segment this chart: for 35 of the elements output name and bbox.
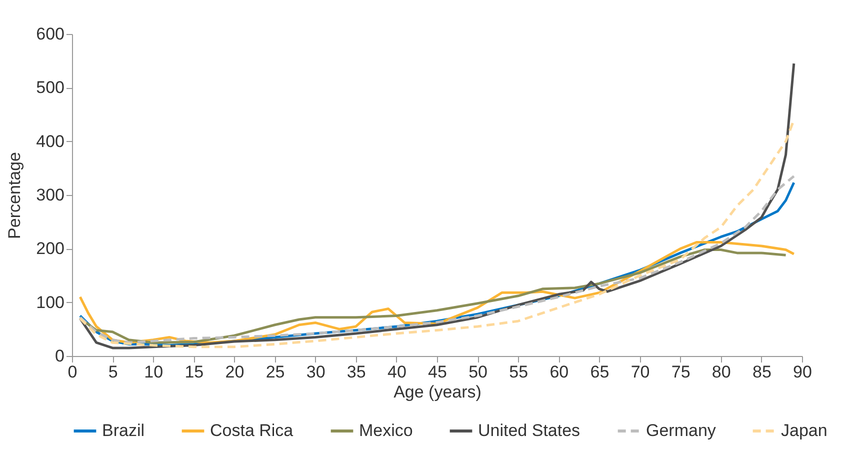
x-tick-label: 55 [509,362,528,382]
legend-label: Germany [646,421,716,440]
x-tick-label: 30 [306,362,326,382]
x-tick-label: 35 [346,362,366,382]
y-tick-label: 500 [36,78,64,98]
x-tick-label: 90 [793,362,812,382]
y-tick-label: 300 [36,186,64,204]
x-tick-label: 85 [752,362,772,382]
legend-label: Costa Rica [210,421,294,440]
y-tick-label: 400 [36,132,64,151]
y-axis-title: Percentage [5,152,24,239]
x-tick-label: 0 [68,362,78,382]
legend-label: Brazil [102,421,145,440]
x-tick-label: 10 [144,362,164,382]
legend-label: Japan [781,421,828,440]
x-axis-title: Age (years) [394,382,482,402]
y-tick-label: 100 [36,292,64,312]
x-tick-label: 20 [225,362,244,382]
x-tick-label: 15 [184,362,204,382]
line-series [78,62,796,350]
x-tick-label: 25 [266,362,285,382]
x-tick-label: 80 [712,362,731,382]
y-tick-label: 200 [36,239,64,258]
legend-label: United States [478,421,580,440]
legend-label: Mexico [359,421,413,440]
x-tick-label: 65 [590,362,610,382]
y-tick-label: 0 [55,346,64,366]
x-tick-label: 50 [468,362,488,382]
x-tick-label: 45 [428,362,447,382]
x-tick-label: 5 [108,362,118,382]
x-tick-label: 75 [671,362,690,382]
x-tick-label: 60 [550,362,569,382]
y-tick-label: 600 [36,24,64,44]
x-tick-label: 40 [387,362,406,382]
x-tick-label: 70 [630,362,650,382]
